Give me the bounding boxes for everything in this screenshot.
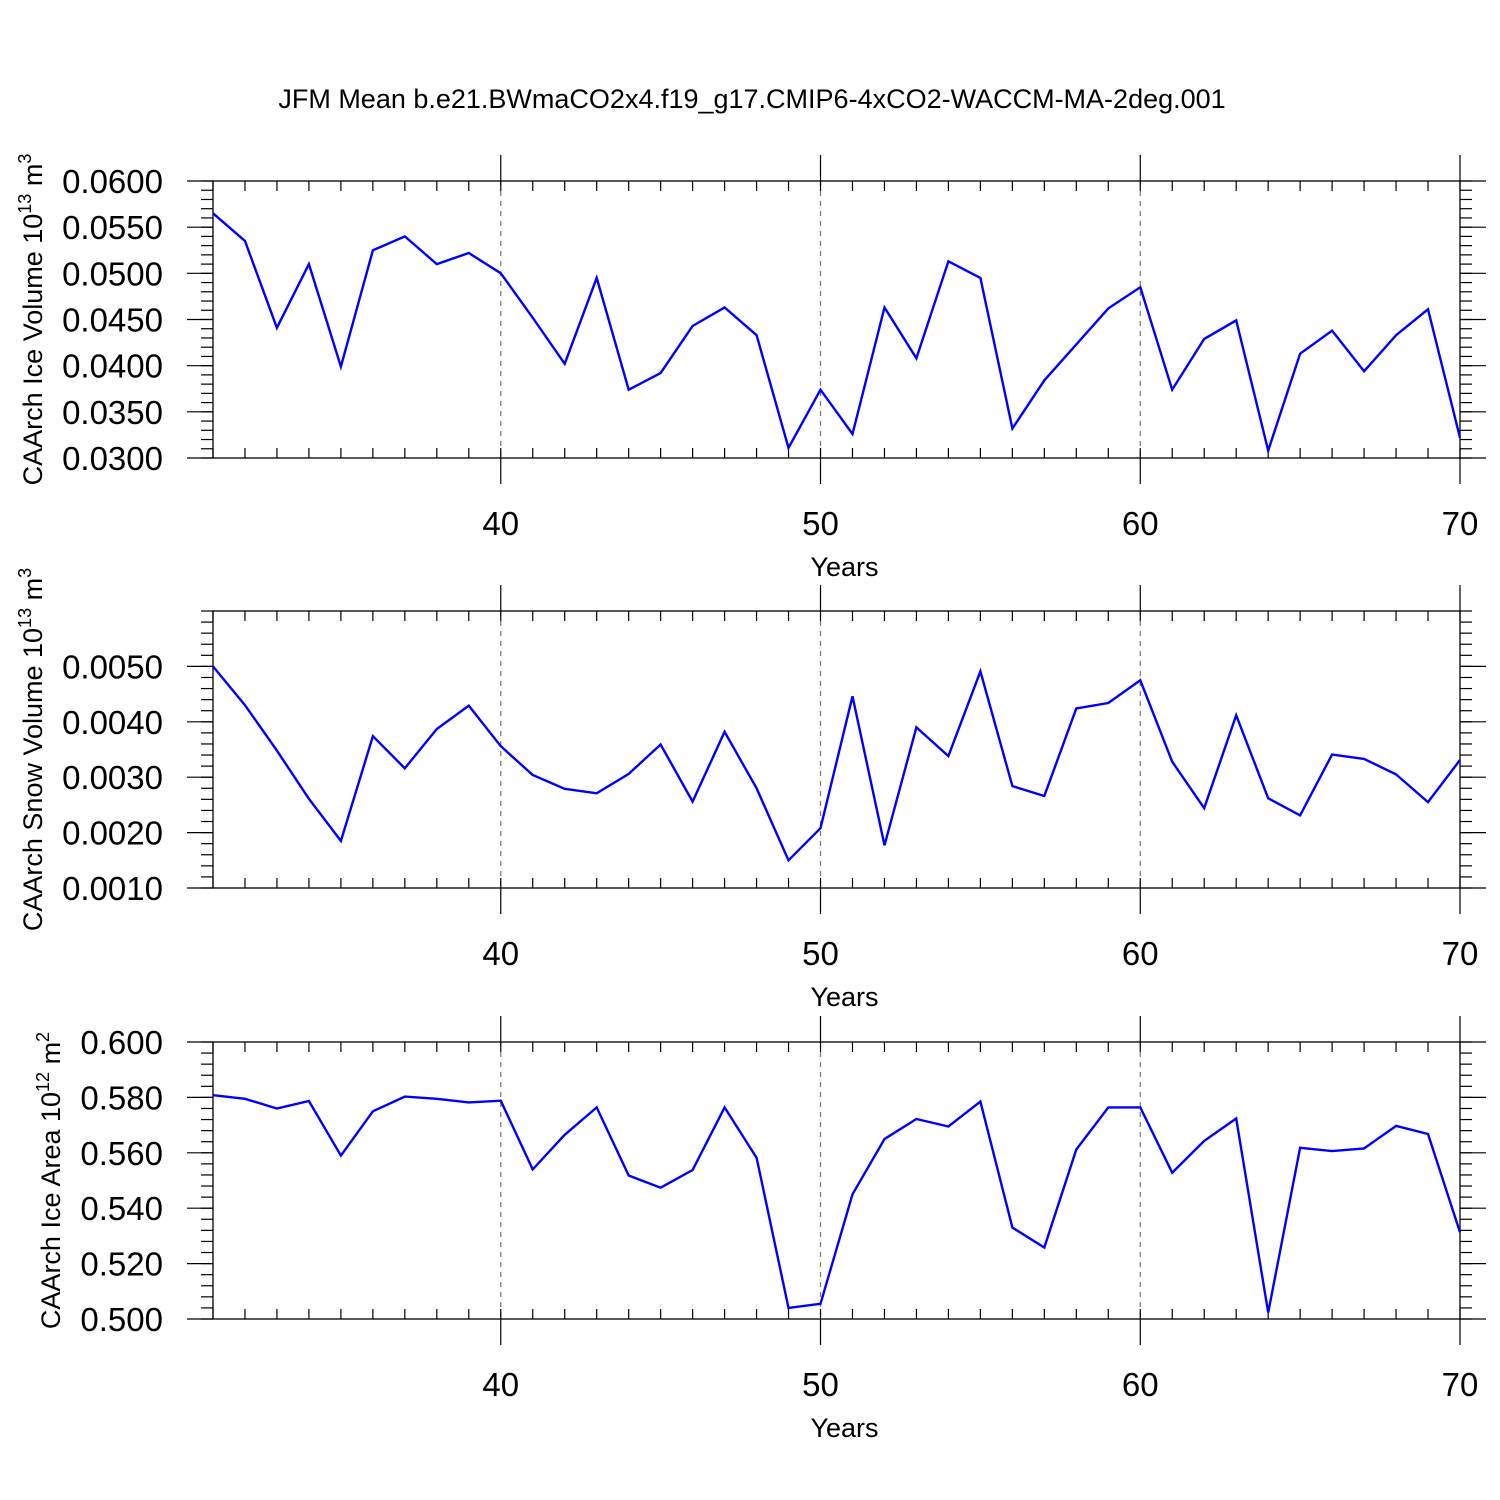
- panels-group: 40 50 60 70 0.0300 0.0350 0.0400 0.0450 0.0500 0.…: [15, 154, 1486, 1443]
- y-axis-label: CAArch Ice Volume 1013 m3: [15, 154, 48, 486]
- x-tick-label: 50: [802, 935, 839, 972]
- y-tick-label: 0.0600: [62, 163, 163, 200]
- plot-frame: [212, 610, 1461, 889]
- x-tick-label: 60: [1122, 935, 1159, 972]
- y-tick-label: 0.0010: [62, 870, 163, 907]
- y-tick-label: 0.0500: [62, 255, 163, 292]
- y-tick-label: 0.0020: [62, 815, 163, 852]
- x-tick-label: 40: [482, 505, 519, 542]
- x-tick-label: 50: [802, 1366, 839, 1403]
- y-tick-label: 0.0300: [62, 440, 163, 477]
- x-tick-label: 50: [802, 505, 839, 542]
- y-tick-label: 0.0050: [62, 648, 163, 685]
- y-tick-label: 0.0350: [62, 394, 163, 431]
- series-line: [212, 212, 1462, 455]
- chart-title: JFM Mean b.e21.BWmaCO2x4.f19_g17.CMIP6-4…: [278, 84, 1225, 114]
- x-tick-label: 70: [1442, 505, 1479, 542]
- y-tick-label: 0.0550: [62, 209, 163, 246]
- x-axis-label: Years: [810, 552, 878, 582]
- panel-3: 40 50 60 70 0.500 0.520 0.540 0.560 0.580 0.600 Ye…: [33, 1016, 1486, 1443]
- y-axis-label: CAArch Ice Area 1012 m2: [33, 1032, 66, 1329]
- x-tick-label: 70: [1442, 1366, 1479, 1403]
- y-tick-label: 0.0030: [62, 759, 163, 796]
- plot-frame: [212, 1041, 1461, 1320]
- y-tick-label: 0.0450: [62, 302, 163, 339]
- y-tick-label: 0.600: [80, 1024, 163, 1061]
- x-tick-label: 60: [1122, 1366, 1159, 1403]
- y-tick-label: 0.0040: [62, 704, 163, 741]
- panel-1: 40 50 60 70 0.0300 0.0350 0.0400 0.0450 0.0500 0.…: [15, 154, 1486, 582]
- x-axis-label: Years: [810, 982, 878, 1012]
- x-tick-label: 70: [1442, 935, 1479, 972]
- x-tick-label: 60: [1122, 505, 1159, 542]
- y-tick-label: 0.520: [80, 1246, 163, 1283]
- y-tick-label: 0.580: [80, 1079, 163, 1116]
- plot-frame: [212, 180, 1461, 459]
- x-tick-label: 40: [482, 1366, 519, 1403]
- x-axis-label: Years: [810, 1413, 878, 1443]
- series-line: [212, 665, 1461, 863]
- y-tick-label: 0.0400: [62, 348, 163, 385]
- panel-2: 40 50 60 70 0.0010 0.0020 0.0030 0.0040 0.0050 Ye…: [15, 568, 1486, 1012]
- y-tick-label: 0.540: [80, 1190, 163, 1227]
- y-tick-label: 0.560: [80, 1135, 163, 1172]
- y-axis-label: CAArch Snow Volume 1013 m3: [15, 568, 48, 931]
- y-tick-label: 0.500: [80, 1301, 163, 1338]
- series-line: [212, 1094, 1462, 1313]
- x-tick-label: 40: [482, 935, 519, 972]
